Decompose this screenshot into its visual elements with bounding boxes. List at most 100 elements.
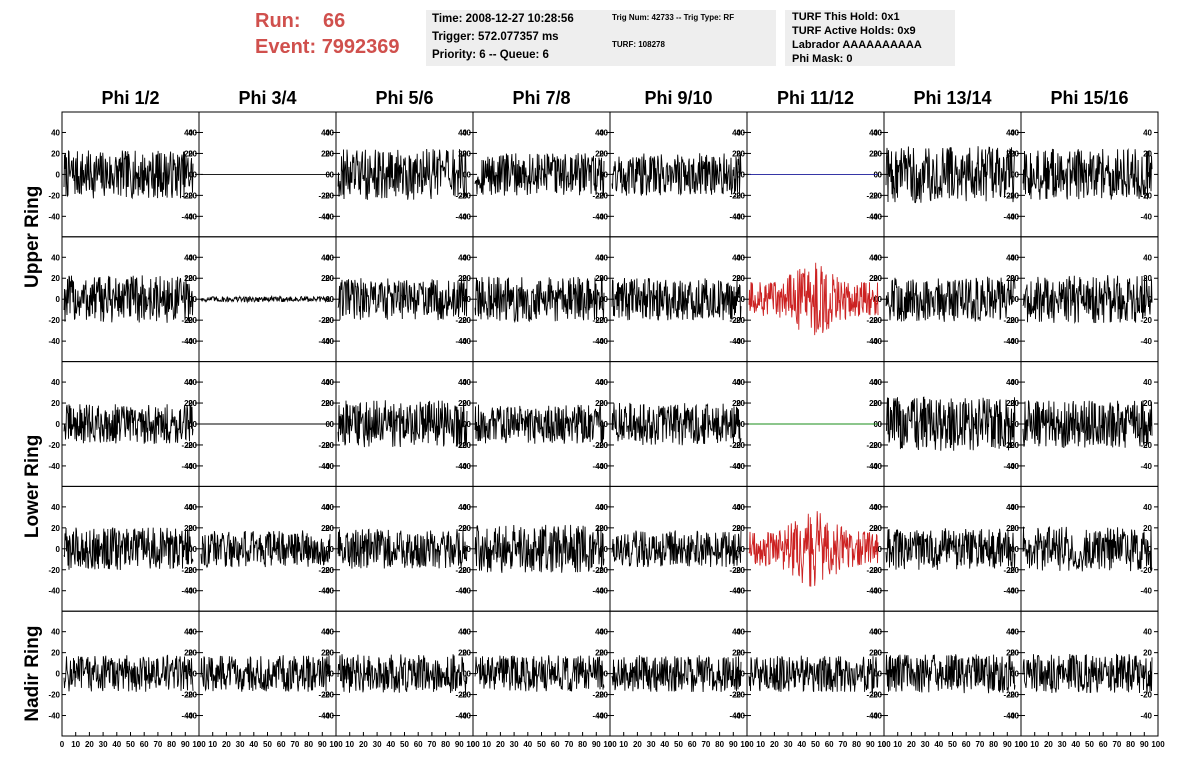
y-tick-label: -40 (1007, 587, 1019, 596)
y-tick-label: 20 (873, 649, 882, 658)
y-tick-label: -40 (318, 587, 330, 596)
y-tick-label: 20 (869, 399, 878, 408)
y-tick-label: 40 (736, 378, 745, 387)
y-tick-label: 40 (873, 628, 882, 637)
y-tick-label: -20 (866, 191, 878, 200)
y-tick-label: -20 (318, 566, 330, 575)
y-tick-label: -20 (1007, 441, 1019, 450)
y-tick-label: -20 (185, 191, 197, 200)
waveform-trace (474, 404, 605, 444)
waveform-trace (748, 262, 879, 336)
y-tick-label: 0 (741, 170, 746, 179)
y-tick-label: -20 (459, 316, 471, 325)
x-tick-label: 90 (1140, 740, 1149, 749)
y-tick-label: -40 (455, 212, 467, 221)
y-tick-label: 0 (467, 295, 472, 304)
y-tick-label: 20 (869, 649, 878, 658)
y-tick-label: 40 (1010, 378, 1019, 387)
y-tick-label: -20 (733, 566, 745, 575)
y-tick-label: 40 (462, 378, 471, 387)
x-tick-label: 20 (496, 740, 505, 749)
y-tick-label: 20 (599, 149, 608, 158)
waveform-trace (63, 275, 194, 323)
y-tick-label: -20 (592, 191, 604, 200)
y-tick-label: 20 (595, 149, 604, 158)
y-tick-label: -20 (733, 441, 745, 450)
y-tick-label: -40 (459, 712, 471, 721)
column-title: Phi 13/14 (913, 88, 991, 108)
y-tick-label: 20 (736, 399, 745, 408)
x-tick-label: 70 (838, 740, 847, 749)
y-tick-label: -40 (870, 587, 882, 596)
x-tick-label: 90 (592, 740, 601, 749)
x-tick-label: 90 (181, 740, 190, 749)
x-tick-label: 70 (153, 740, 162, 749)
y-tick-label: 40 (869, 128, 878, 137)
y-tick-label: 20 (184, 274, 193, 283)
y-tick-label: -20 (48, 441, 60, 450)
y-tick-label: -40 (185, 462, 197, 471)
y-tick-label: -20 (729, 191, 741, 200)
x-tick-label: 60 (962, 740, 971, 749)
y-tick-label: 20 (1006, 399, 1015, 408)
turf-text: TURF: 108278 (612, 40, 665, 49)
y-tick-label: 20 (599, 274, 608, 283)
y-tick-label: -20 (1003, 316, 1015, 325)
y-tick-label: -20 (1007, 566, 1019, 575)
x-tick-label: 80 (304, 740, 313, 749)
y-tick-label: -40 (1003, 337, 1015, 346)
y-tick-label: 40 (873, 253, 882, 262)
y-tick-label: 20 (51, 149, 60, 158)
x-tick-label: 30 (784, 740, 793, 749)
x-tick-label: 30 (373, 740, 382, 749)
y-tick-label: -40 (459, 587, 471, 596)
row-group-title: Upper Ring (22, 186, 43, 288)
y-tick-label: -20 (48, 691, 60, 700)
waveform-trace (748, 655, 879, 693)
y-tick-label: -20 (322, 316, 334, 325)
x-tick-label: 40 (112, 740, 121, 749)
waveform-trace (885, 654, 1016, 694)
y-tick-label: -40 (185, 712, 197, 721)
y-tick-label: 20 (188, 399, 197, 408)
y-tick-label: 20 (732, 524, 741, 533)
y-tick-label: 20 (321, 649, 330, 658)
y-tick-label: -40 (1007, 212, 1019, 221)
y-tick-label: 0 (741, 670, 746, 679)
y-tick-label: 40 (1006, 128, 1015, 137)
y-tick-label: 0 (56, 170, 61, 179)
y-tick-label: -20 (870, 191, 882, 200)
x-tick-label: 0 (197, 740, 202, 749)
y-tick-label: 20 (462, 524, 471, 533)
y-tick-label: 20 (184, 524, 193, 533)
waveform-trace (474, 524, 605, 573)
y-tick-label: 40 (599, 378, 608, 387)
y-tick-label: -20 (48, 316, 60, 325)
y-tick-label: -20 (459, 566, 471, 575)
y-tick-label: -40 (322, 337, 334, 346)
y-tick-label: 0 (193, 295, 198, 304)
x-tick-label: 10 (756, 740, 765, 749)
x-tick-label: 60 (825, 740, 834, 749)
y-tick-label: 0 (1011, 170, 1016, 179)
y-tick-label: 20 (736, 649, 745, 658)
trig-num-text: Trig Num: 42733 -- Trig Type: RF (612, 13, 735, 22)
y-tick-label: 40 (599, 503, 608, 512)
x-tick-label: 70 (701, 740, 710, 749)
y-tick-label: -40 (866, 462, 878, 471)
y-tick-label: -40 (1140, 337, 1152, 346)
y-tick-label: 40 (869, 378, 878, 387)
y-tick-label: 0 (467, 545, 472, 554)
row-group-title: Nadir Ring (22, 626, 43, 722)
y-tick-label: 40 (184, 378, 193, 387)
y-tick-label: 0 (878, 295, 883, 304)
y-tick-label: 0 (604, 545, 609, 554)
x-tick-label: 50 (811, 740, 820, 749)
y-tick-label: -20 (181, 691, 193, 700)
y-tick-label: 40 (51, 378, 60, 387)
x-tick-label: 100 (466, 740, 480, 749)
y-tick-label: 0 (1015, 670, 1020, 679)
y-tick-label: 0 (330, 545, 335, 554)
y-tick-label: -40 (459, 462, 471, 471)
